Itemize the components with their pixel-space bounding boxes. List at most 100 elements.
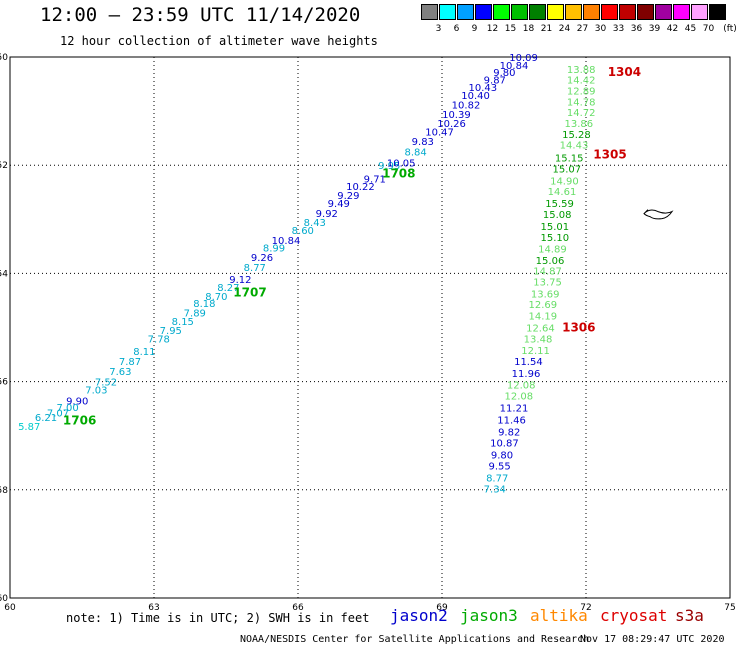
track-time-label: 1708 (382, 166, 415, 180)
wave-height-value: 8.99 (263, 243, 285, 254)
wave-height-value: 10.87 (490, 439, 519, 450)
wave-height-value: 12.08 (507, 380, 536, 391)
wave-height-value: 10.47 (425, 128, 454, 139)
track-time-label: 1707 (233, 285, 266, 299)
wave-height-value: 9.80 (493, 68, 515, 79)
wave-height-value: 10.84 (500, 61, 529, 72)
x-tick-label: 63 (148, 603, 159, 613)
wave-height-value: 9.90 (66, 397, 88, 408)
scale-swatch (637, 4, 654, 20)
wave-height-value: 15.06 (536, 256, 565, 267)
wave-height-value: 14.42 (567, 76, 596, 87)
scale-label: 15 (504, 24, 517, 34)
wave-height-value: 14.19 (528, 312, 557, 323)
scale-label: 3 (435, 24, 442, 34)
map-title: 12:00 – 23:59 UTC 11/14/2020 (40, 4, 361, 26)
wave-height-value: 7.07 (47, 408, 69, 419)
wave-height-value: 15.10 (540, 233, 569, 244)
wave-height-value: 10.22 (346, 182, 375, 193)
wave-height-value: 15.01 (540, 222, 569, 233)
scale-label: 33 (612, 24, 625, 34)
wave-height-value: 9.71 (364, 175, 386, 186)
wave-height-value: 11.54 (514, 357, 543, 368)
wave-height-value: 12.69 (528, 300, 557, 311)
wave-height-value: 9.26 (251, 253, 273, 264)
wave-height-value: 7.87 (119, 357, 141, 368)
x-tick-label: 66 (292, 603, 304, 613)
scale-unit: (ft) (723, 24, 737, 34)
wave-height-value: 11.96 (512, 369, 541, 380)
wave-height-value: 7.00 (56, 403, 78, 414)
wave-height-value: 7.63 (109, 367, 131, 378)
wave-height-value: 15.08 (543, 210, 572, 221)
x-tick-label: 72 (580, 603, 591, 613)
wave-height-value: 7.95 (160, 326, 182, 337)
wave-height-value: 10.26 (437, 119, 466, 130)
scale-label: 42 (666, 24, 679, 34)
scale-label: 27 (576, 24, 589, 34)
y-tick-label: -50 (0, 53, 8, 63)
wave-height-value: 12.08 (504, 392, 533, 403)
scale-label: 39 (648, 24, 661, 34)
y-tick-label: -54 (0, 269, 8, 279)
wave-height-value: 9.87 (484, 76, 506, 87)
satellite-label-altika: altika (530, 606, 588, 625)
satellite-label-s3a: s3a (675, 606, 704, 625)
wave-height-value: 8.15 (172, 317, 194, 328)
scale-swatch (529, 4, 546, 20)
scale-swatch (565, 4, 582, 20)
wave-height-value: 14.61 (548, 187, 577, 198)
island-outline (643, 209, 674, 220)
wave-height-value: 8.60 (292, 226, 314, 237)
wave-height-value: 14.78 (567, 97, 596, 108)
track-time-label: 1305 (593, 147, 626, 161)
wave-height-value: 9.95 (378, 161, 400, 172)
track-time-label: 1706 (63, 414, 96, 428)
wave-height-value: 6.21 (35, 413, 57, 424)
wave-height-value: 13.48 (524, 334, 553, 345)
x-tick-label: 60 (4, 603, 16, 613)
wave-height-value: 12.64 (526, 324, 555, 335)
scale-swatch (511, 4, 528, 20)
wave-height-value: 12.89 (567, 87, 596, 98)
wave-height-value: 9.82 (498, 427, 520, 438)
wave-height-value: 15.59 (545, 199, 574, 210)
map-frame (9, 56, 731, 599)
wave-height-value: 8.27 (217, 283, 239, 294)
wave-height-value: 7.03 (85, 386, 107, 397)
wave-height-value: 10.82 (452, 101, 481, 112)
scale-label: 12 (486, 24, 499, 34)
wave-height-value: 13.69 (531, 289, 560, 300)
scale-swatch (691, 4, 708, 20)
scale-label: 6 (453, 24, 460, 34)
wave-height-value: 8.18 (193, 299, 215, 310)
wave-height-value: 9.80 (491, 451, 513, 462)
y-tick-label: -52 (0, 161, 8, 171)
y-tick-label: -58 (0, 486, 8, 496)
wave-height-value: 8.43 (304, 218, 326, 229)
y-tick-label: -56 (0, 378, 8, 388)
wave-height-value: 14.43 (560, 141, 589, 152)
wave-height-value: 10.39 (442, 110, 471, 121)
wave-height-value: 13.86 (564, 119, 593, 130)
wave-height-value: 9.55 (488, 461, 510, 472)
scale-swatch (547, 4, 564, 20)
scale-label: 18 (522, 24, 535, 34)
wave-height-value: 10.43 (468, 83, 497, 94)
scale-swatch (583, 4, 600, 20)
wave-height-value: 8.11 (133, 347, 155, 358)
satellite-label-jason2: jason2 (390, 606, 448, 625)
satellite-label-cryosat: cryosat (600, 606, 668, 625)
scale-swatch (421, 4, 438, 20)
wave-height-value: 10.09 (509, 53, 538, 64)
wave-height-value: 8.77 (244, 263, 266, 274)
y-tick-label: -60 (0, 594, 8, 604)
wave-height-value: 5.87 (18, 422, 40, 433)
scale-label: 9 (471, 24, 478, 34)
wave-height-value: 15.28 (562, 130, 591, 141)
wave-height-value: 9.49 (328, 199, 350, 210)
wave-height-value: 8.70 (205, 292, 227, 303)
wave-height-value: 14.87 (533, 267, 562, 278)
scale-swatch (493, 4, 510, 20)
